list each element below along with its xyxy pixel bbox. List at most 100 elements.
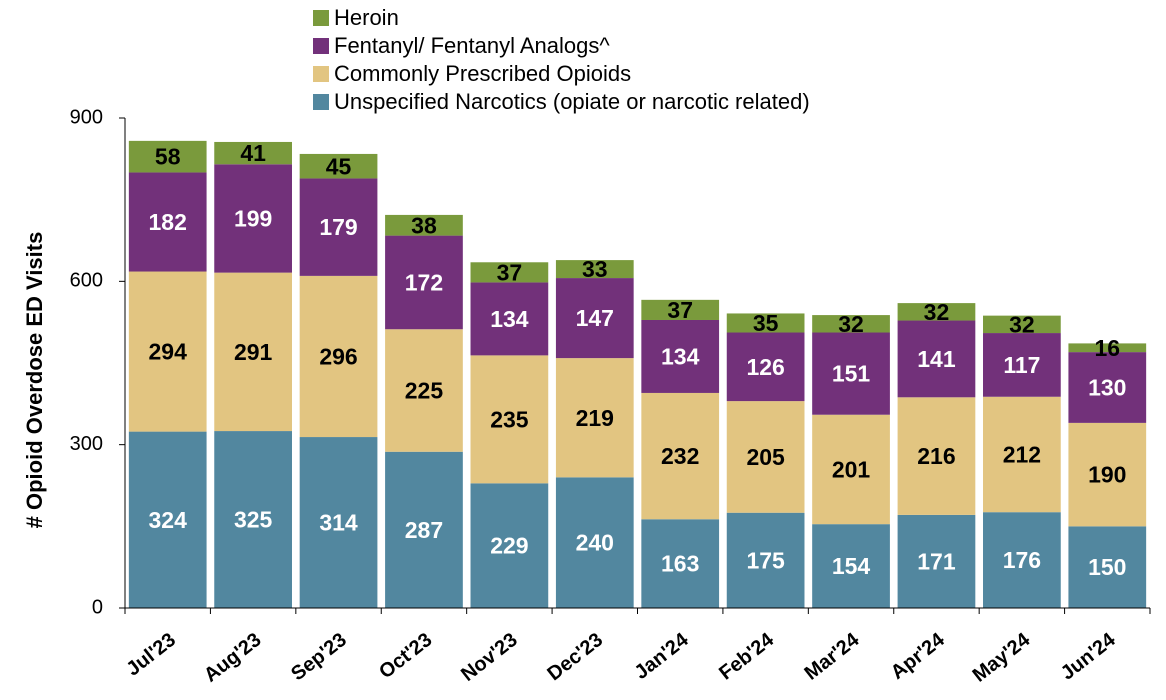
- bar-segment: [897, 320, 976, 398]
- legend-swatch: [313, 10, 329, 26]
- bar-segment: [299, 153, 378, 179]
- legend-swatch: [313, 38, 329, 54]
- data-label: 171: [917, 549, 956, 575]
- data-label: 296: [319, 344, 357, 370]
- bar-segment: [726, 401, 805, 513]
- x-tick-label: Dec'23: [543, 629, 607, 686]
- data-label: 205: [746, 444, 785, 470]
- x-tick-label: Oct'23: [375, 629, 436, 683]
- bar-segment: [470, 483, 549, 608]
- bar-segment: [1068, 352, 1147, 423]
- y-tick-label: 600: [70, 270, 103, 292]
- data-label: 176: [1003, 547, 1041, 573]
- bar-segment: [555, 358, 634, 478]
- data-label: 150: [1088, 554, 1126, 580]
- data-label: 287: [405, 517, 443, 543]
- bar-segment: [385, 451, 463, 608]
- bar-segment: [299, 178, 378, 276]
- bar-segment: [983, 396, 1061, 513]
- x-tick-label: Nov'23: [457, 629, 522, 686]
- bar-segment: [1068, 422, 1147, 527]
- data-label: 38: [411, 212, 437, 238]
- bar-segment: [128, 140, 207, 173]
- bar-segment: [812, 315, 890, 333]
- y-tick-label: 900: [70, 106, 103, 128]
- data-label: 16: [1094, 335, 1120, 361]
- y-tick-label: 0: [92, 596, 103, 618]
- data-label: 32: [1009, 311, 1035, 337]
- bar-segment: [641, 392, 720, 520]
- data-label: 117: [1003, 352, 1040, 378]
- legend-swatch: [313, 66, 329, 82]
- data-label: 37: [497, 259, 523, 285]
- legend-label: Unspecified Narcotics (opiate or narcoti…: [334, 89, 810, 114]
- data-label: 201: [832, 457, 871, 483]
- bar-segment: [214, 141, 292, 165]
- data-label: 154: [832, 553, 871, 579]
- data-label: 141: [917, 346, 956, 372]
- bar-segment: [470, 262, 549, 283]
- data-label: 199: [234, 206, 272, 232]
- bar-segment: [470, 355, 549, 484]
- bar-segment: [641, 319, 720, 393]
- data-label: 33: [582, 256, 608, 282]
- bar-segment: [299, 437, 378, 608]
- data-label: 134: [490, 306, 529, 332]
- x-tick-label: Feb'24: [715, 628, 779, 684]
- bar-segment: [555, 260, 634, 279]
- legend-label: Fentanyl/ Fentanyl Analogs^: [334, 33, 610, 58]
- data-label: 212: [1003, 442, 1041, 468]
- data-label: 35: [753, 310, 779, 336]
- bar-segment: [983, 512, 1061, 608]
- data-label: 314: [319, 510, 358, 536]
- bar-segment: [1068, 343, 1147, 353]
- bar-segment: [128, 271, 207, 432]
- x-tick-label: Aug'23: [200, 629, 265, 687]
- y-tick-label: 300: [70, 433, 103, 455]
- data-label: 219: [576, 405, 614, 431]
- legend-swatch: [313, 94, 329, 110]
- data-label: 175: [746, 547, 785, 573]
- bar-segment: [128, 431, 207, 608]
- bar-segment: [299, 275, 378, 438]
- x-tick-label: May'24: [969, 628, 1035, 686]
- data-label: 216: [917, 443, 955, 469]
- x-tick-label: Jul'23: [122, 629, 180, 681]
- data-label: 229: [490, 533, 528, 559]
- bar-segment: [385, 329, 463, 452]
- data-label: 240: [576, 530, 614, 556]
- data-label: 41: [240, 140, 266, 166]
- bar-segment: [983, 315, 1061, 334]
- bar-segment: [641, 299, 720, 320]
- bar-segment: [983, 333, 1061, 397]
- data-label: 32: [838, 311, 864, 337]
- data-label: 45: [326, 153, 352, 179]
- y-axis-label: # Opioid Overdose ED Visits: [22, 232, 47, 529]
- data-label: 130: [1088, 375, 1126, 401]
- data-label: 172: [405, 270, 443, 296]
- bar-segment: [214, 272, 292, 432]
- bar-segment: [385, 214, 463, 236]
- bar-segment: [897, 514, 976, 608]
- data-label: 182: [149, 209, 187, 235]
- bar-segment: [812, 414, 890, 525]
- bar-segment: [214, 164, 292, 273]
- legend-label: Heroin: [334, 5, 399, 30]
- bar-segment: [897, 303, 976, 321]
- bar-segment: [128, 172, 207, 272]
- bar-segment: [812, 332, 890, 415]
- data-label: 134: [661, 344, 700, 370]
- data-label: 37: [667, 297, 693, 323]
- data-label: 32: [924, 299, 950, 325]
- data-label: 225: [405, 378, 444, 404]
- x-tick-label: Jan'24: [631, 628, 694, 684]
- data-label: 179: [319, 214, 357, 240]
- legend-label: Commonly Prescribed Opioids: [334, 61, 631, 86]
- bar-segment: [470, 282, 549, 356]
- data-label: 126: [746, 354, 784, 380]
- x-tick-label: Mar'24: [801, 628, 865, 684]
- bar-segment: [726, 332, 805, 402]
- x-tick-label: Apr'24: [887, 628, 950, 684]
- bar-segment: [897, 397, 976, 515]
- bar-segment: [641, 519, 720, 608]
